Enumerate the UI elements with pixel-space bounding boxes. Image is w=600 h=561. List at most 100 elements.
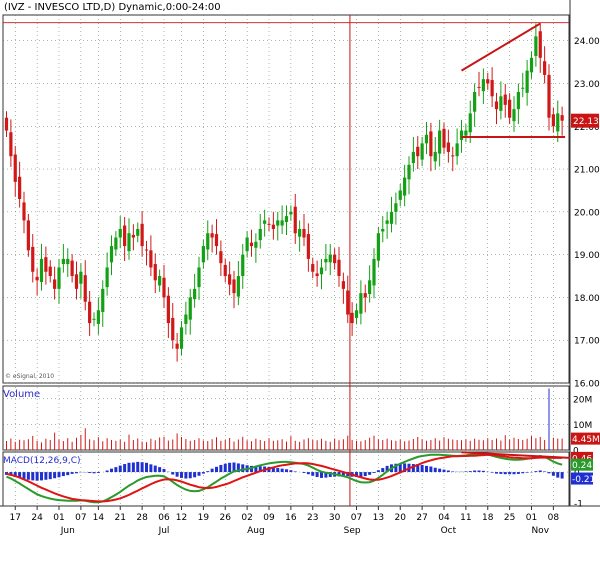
date-tick-label: 04 xyxy=(438,513,450,523)
price-tick-label: 17.00 xyxy=(574,337,600,347)
candle-body xyxy=(455,143,459,157)
candle-body xyxy=(127,233,131,252)
date-tick-label: 02 xyxy=(241,513,252,523)
date-tick-label: 20 xyxy=(395,513,407,523)
candle-body xyxy=(516,92,520,110)
candle-body xyxy=(26,220,30,251)
date-tick-label: 17 xyxy=(10,513,21,523)
panel-frame xyxy=(2,451,570,507)
date-tick-label: 27 xyxy=(416,513,427,523)
candle-body xyxy=(560,115,564,121)
candle-body xyxy=(442,128,446,148)
month-label: Aug xyxy=(247,526,265,536)
candle-body xyxy=(363,293,367,298)
candle-body xyxy=(280,220,284,226)
candle-body xyxy=(263,220,267,224)
candle-body xyxy=(416,146,420,157)
candle-body xyxy=(136,228,140,236)
candle-body xyxy=(311,264,315,272)
candle-body xyxy=(490,80,494,97)
candle-body xyxy=(341,281,345,289)
candle-body xyxy=(175,343,179,349)
last-price-marker xyxy=(571,113,599,128)
candle-body xyxy=(48,266,52,277)
date-tick-label: 13 xyxy=(373,513,384,523)
candle-body xyxy=(494,101,499,110)
candle-body xyxy=(53,279,57,289)
candle-body xyxy=(92,318,96,320)
candle-body xyxy=(214,234,219,247)
candle-body xyxy=(464,130,468,136)
candle-body xyxy=(193,288,197,300)
candle-body xyxy=(333,254,337,264)
candle-body xyxy=(346,290,350,315)
volume-tick-label: 20M xyxy=(573,395,592,405)
candle-body xyxy=(354,310,359,318)
candle-body xyxy=(57,267,61,289)
candle-body xyxy=(315,273,319,277)
date-tick-label: 06 xyxy=(158,513,170,523)
chart-title: (IVZ - INVESCO LTD,D) Dynamic,0:00-24:00 xyxy=(4,2,221,13)
candle-body xyxy=(529,57,534,73)
candle-body xyxy=(324,258,328,263)
volume-panel-label: Volume xyxy=(3,389,40,400)
histogram-last-label: -0.21 xyxy=(572,475,595,485)
candle-body xyxy=(44,257,48,272)
candle-body xyxy=(179,327,184,349)
candle-body xyxy=(18,176,22,199)
candle-body xyxy=(407,164,411,180)
candle-body xyxy=(267,223,271,225)
candle-body xyxy=(284,216,289,223)
candle-body xyxy=(512,109,516,122)
candle-body xyxy=(350,312,354,324)
candle-body xyxy=(433,151,437,162)
candle-body xyxy=(101,288,105,312)
month-label: Jul xyxy=(158,526,170,536)
candle-body xyxy=(372,258,376,286)
candle-body xyxy=(271,224,275,229)
volume-last-label: 4.45M xyxy=(572,435,600,445)
rising-trendline xyxy=(460,22,541,72)
candle-body xyxy=(389,211,394,224)
candle-body xyxy=(385,220,389,224)
date-tick-label: 07 xyxy=(351,513,362,523)
candle-body xyxy=(9,132,13,157)
candle-body xyxy=(201,246,205,263)
month-label: Jun xyxy=(60,526,75,536)
candle-body xyxy=(503,94,507,105)
candle-body xyxy=(473,92,477,112)
candle-body xyxy=(551,114,555,127)
candle-body xyxy=(114,237,118,250)
date-tick-label: 08 xyxy=(548,513,560,523)
volume-last-marker xyxy=(571,432,600,445)
candle-body xyxy=(254,241,258,248)
date-tick-label: 14 xyxy=(93,513,105,523)
candle-body xyxy=(158,276,162,286)
panel-frame xyxy=(2,385,570,451)
candle-body xyxy=(140,223,144,247)
date-tick-label: 12 xyxy=(176,513,187,523)
candle-body xyxy=(293,206,297,234)
candle-body xyxy=(468,113,472,133)
candle-body xyxy=(39,258,44,283)
date-tick-label: 25 xyxy=(504,513,515,523)
candle-body xyxy=(197,267,201,288)
candle-body xyxy=(547,74,551,118)
candle-body xyxy=(556,113,560,132)
date-tick-label: 11 xyxy=(460,513,471,523)
volume-tick-label: 10M xyxy=(573,421,592,431)
candle-body xyxy=(228,274,232,285)
volume-tick-label: 0 xyxy=(573,447,579,457)
month-label: Sep xyxy=(344,526,361,536)
candle-body xyxy=(508,99,512,118)
candle-body xyxy=(188,297,192,320)
candle-body xyxy=(171,317,175,341)
candle-body xyxy=(153,264,157,281)
macd-value-marker xyxy=(571,472,593,485)
price-tick-label: 16.00 xyxy=(574,380,600,390)
candle-body xyxy=(123,225,127,247)
macd-panel-label: MACD(12,26,9,C) xyxy=(3,456,81,466)
candle-body xyxy=(302,228,306,238)
candle-body xyxy=(96,310,100,324)
